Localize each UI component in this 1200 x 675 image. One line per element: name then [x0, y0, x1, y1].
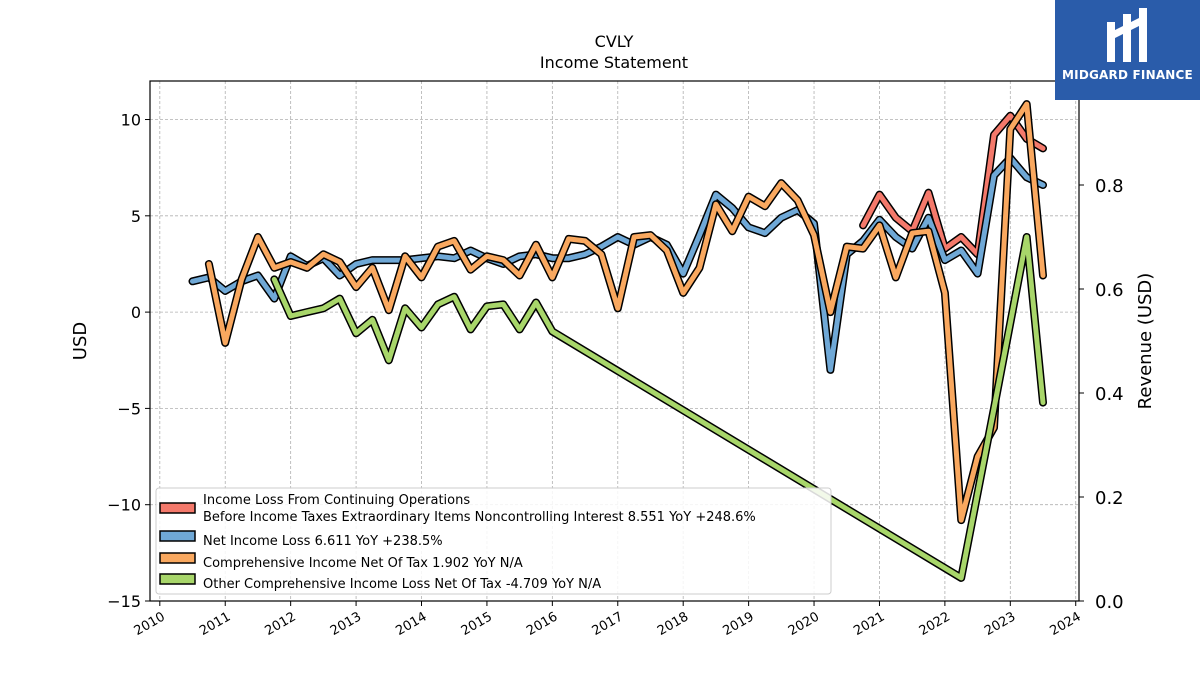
brand-logo: MIDGARD FINANCE [1055, 0, 1200, 100]
y-axis-label-left: USD [70, 322, 91, 360]
y-tick-label-right: 0.8 [1095, 176, 1124, 197]
chart-title: CVLY [595, 32, 634, 51]
legend-swatch [159, 573, 196, 585]
y-tick-label-right: 0.6 [1095, 280, 1124, 301]
series-1-line [190, 155, 1046, 373]
legend-box [155, 487, 832, 595]
y-tick-label-left: 0 [131, 303, 141, 322]
plot-frame [149, 80, 1080, 602]
legend-label: Before Income Taxes Extraordinary Items … [203, 510, 756, 525]
y-tick-label-right: 0.0 [1095, 592, 1124, 613]
y-tick-label-left: −10 [107, 496, 141, 515]
legend-label: Income Loss From Continuing Operations [203, 493, 470, 508]
y-tick-label-left: −15 [107, 592, 141, 611]
legend-swatch [159, 502, 196, 514]
series-lines [188, 100, 1047, 582]
grid [150, 81, 1079, 601]
y-tick-label-left: −5 [117, 399, 141, 418]
legend-swatch [159, 530, 196, 542]
chart-subtitle: Income Statement [540, 53, 688, 72]
y-tick-label-right: 0.2 [1095, 488, 1124, 509]
midgard-logo-icon [1107, 8, 1147, 62]
legend-label: Net Income Loss 6.611 YoY +238.5% [203, 534, 443, 549]
legend-swatch [159, 552, 196, 564]
brand-name: MIDGARD FINANCE [1062, 68, 1193, 82]
y-axis-label-right: Revenue (USD) [1135, 273, 1156, 410]
series-3-line [271, 234, 1046, 581]
legend-label: Other Comprehensive Income Loss Net Of T… [203, 577, 601, 592]
legend: Income Loss From Continuing Operations Be… [155, 487, 832, 595]
series-2-line [206, 101, 1046, 523]
left-axis: 10 5 0 −5 −10 −15 [107, 111, 150, 611]
y-tick-label-left: 10 [121, 111, 141, 130]
right-axis: 0.0 0.2 0.4 0.6 0.8 [1079, 176, 1124, 613]
legend-label: Comprehensive Income Net Of Tax 1.902 Yo… [203, 556, 523, 571]
y-tick-label-left: 5 [131, 207, 141, 226]
y-tick-label-right: 0.4 [1095, 384, 1124, 405]
